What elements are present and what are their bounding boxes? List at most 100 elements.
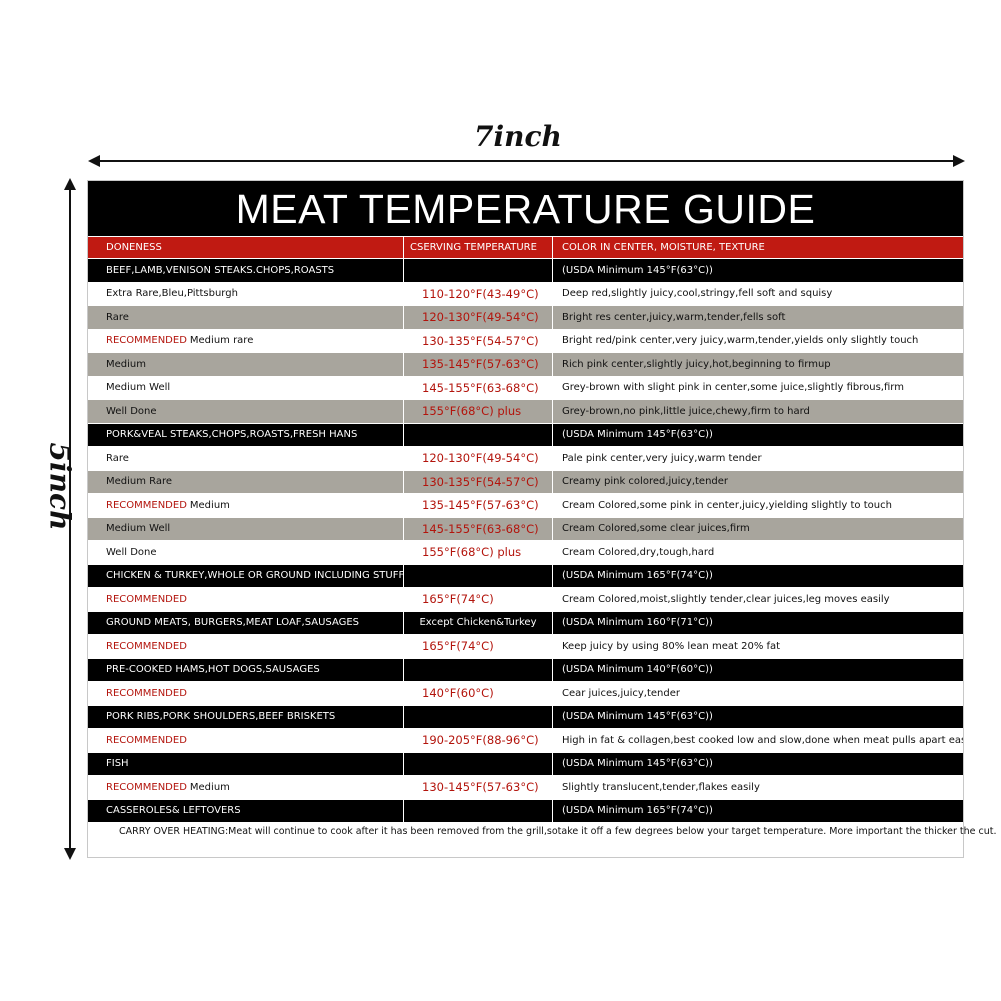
doneness-text: Medium	[106, 358, 146, 370]
doneness-text: PORK&VEAL STEAKS,CHOPS,ROASTS,FRESH HANS	[106, 429, 358, 441]
doneness-text: Medium Rare	[106, 476, 173, 488]
doneness-cell: Medium	[88, 353, 404, 376]
category-name: FISH	[88, 752, 404, 775]
description-cell: Rich pink center,slightly juicy,hot,begi…	[553, 353, 963, 376]
serving-temperature-cell	[404, 658, 553, 681]
description-cell: Slightly translucent,tender,flakes easil…	[553, 776, 963, 799]
category-row: CHICKEN & TURKEY,WHOLE OR GROUND INCLUDI…	[88, 564, 963, 588]
table-row: Medium Rare 130-135°F(54-57°C) Creamy pink…	[88, 470, 963, 494]
description-cell: Creamy pink colored,juicy,tender	[553, 470, 963, 493]
serving-temperature-cell: 165°F(74°C)	[404, 588, 553, 611]
serving-temperature-cell: 145-155°F(63-68°C)	[404, 517, 553, 540]
category-name: PORK RIBS,PORK SHOULDERS,BEEF BRISKETS	[88, 705, 404, 728]
serving-temperature-cell: 135-145°F(57-63°C)	[404, 353, 553, 376]
usda-minimum-cell: (USDA Minimum 165°F(74°C))	[553, 799, 963, 822]
serving-temperature-cell: 135-145°F(57-63°C)	[404, 494, 553, 517]
serving-temperature-cell	[404, 423, 553, 446]
description-cell: Keep juicy by using 80% lean meat 20% fa…	[553, 635, 963, 658]
width-arrow-line	[92, 160, 960, 162]
width-dimension-label: 7inch	[474, 120, 562, 153]
serving-temperature-cell: 130-145°F(57-63°C)	[404, 776, 553, 799]
usda-minimum-cell: (USDA Minimum 145°F(63°C))	[553, 752, 963, 775]
category-name: BEEF,LAMB,VENISON STEAKS.CHOPS,ROASTS	[88, 259, 404, 282]
serving-temperature-cell: 165°F(74°C)	[404, 635, 553, 658]
doneness-text: PORK RIBS,PORK SHOULDERS,BEEF BRISKETS	[106, 711, 336, 723]
doneness-text: FISH	[106, 758, 129, 770]
doneness-text: Medium	[189, 499, 230, 511]
description-cell: Cream Colored,moist,slightly tender,clea…	[553, 588, 963, 611]
category-row: FISH (USDA Minimum 145°F(63°C))	[88, 752, 963, 776]
usda-minimum-cell: (USDA Minimum 160°F(71°C))	[553, 611, 963, 634]
serving-temperature-cell: 140°F(60°C)	[404, 682, 553, 705]
description-cell: Cream Colored,some pink in center,juicy,…	[553, 494, 963, 517]
category-name: PRE-COOKED HAMS,HOT DOGS,SAUSAGES	[88, 658, 404, 681]
recommended-label: RECOMMENDED	[106, 593, 187, 605]
table-row: Medium 135-145°F(57-63°C) Rich pink center…	[88, 353, 963, 377]
temperature-guide-card: MEAT TEMPERATURE GUIDE DONENESS CSERVING…	[87, 180, 997, 858]
table-row: Rare 120-130°F(49-54°C) Pale pink center,v…	[88, 447, 963, 471]
table-row: RECOMMENDED 140°F(60°C) Cear juices,juicy,…	[88, 682, 963, 706]
doneness-cell: RECOMMENDED	[88, 588, 404, 611]
serving-temperature-cell: 155°F(68°C) plus	[404, 541, 553, 564]
serving-temperature-cell: 190-205°F(88-96°C)	[404, 729, 553, 752]
serving-temperature-cell: Except Chicken&Turkey	[404, 611, 553, 634]
table-row: Medium Well 145-155°F(63-68°C) Cream Color…	[88, 517, 963, 541]
doneness-text: Well Done	[106, 405, 157, 417]
recommended-label: RECOMMENDED	[106, 687, 187, 699]
recommended-label: RECOMMENDED	[106, 499, 187, 511]
description-cell: Grey-brown with slight pink in center,so…	[553, 376, 963, 399]
guide-title: MEAT TEMPERATURE GUIDE	[88, 181, 963, 236]
recommended-label: RECOMMENDED	[106, 335, 187, 347]
table-row: RECOMMENDED 190-205°F(88-96°C) High in fat…	[88, 729, 963, 753]
category-row: CASSEROLES& LEFTOVERS (USDA Minimum 165°F…	[88, 799, 963, 823]
doneness-cell: RECOMMENDED Medium	[88, 494, 404, 517]
doneness-cell: Rare	[88, 306, 404, 329]
description-cell: Pale pink center,very juicy,warm tender	[553, 447, 963, 470]
doneness-text: Rare	[106, 452, 129, 464]
category-name: CASSEROLES& LEFTOVERS	[88, 799, 404, 822]
table-row: Rare 120-130°F(49-54°C) Bright res center,…	[88, 306, 963, 330]
category-name: GROUND MEATS, BURGERS,MEAT LOAF,SAUSAGES	[88, 611, 404, 634]
carry-over-note: CARRY OVER HEATING:Meat will continue to…	[119, 826, 997, 837]
arrow-up-icon	[64, 178, 76, 190]
doneness-text: Well Done	[106, 546, 157, 558]
serving-temperature-cell: 120-130°F(49-54°C)	[404, 306, 553, 329]
serving-temperature-cell	[404, 564, 553, 587]
doneness-cell: RECOMMENDED	[88, 635, 404, 658]
doneness-cell: RECOMMENDED	[88, 729, 404, 752]
table-row: RECOMMENDED Medium 130-145°F(57-63°C) Sligh…	[88, 776, 963, 800]
doneness-text: Extra Rare,Bleu,Pittsburgh	[106, 288, 238, 300]
category-row: PRE-COOKED HAMS,HOT DOGS,SAUSAGES (USDA M…	[88, 658, 963, 682]
doneness-cell: Rare	[88, 447, 404, 470]
doneness-cell: Medium Rare	[88, 470, 404, 493]
category-row: GROUND MEATS, BURGERS,MEAT LOAF,SAUSAGES…	[88, 611, 963, 635]
doneness-cell: Medium Well	[88, 517, 404, 540]
guide-table: DONENESS CSERVING TEMPERATURE COLOR IN C…	[88, 237, 963, 823]
serving-temperature-cell: 130-135°F(54-57°C)	[404, 329, 553, 352]
serving-temperature-cell: 120-130°F(49-54°C)	[404, 447, 553, 470]
description-cell: Deep red,slightly juicy,cool,stringy,fel…	[553, 282, 963, 305]
serving-temperature-cell: 155°F(68°C) plus	[404, 400, 553, 423]
description-cell: Cream Colored,some clear juices,firm	[553, 517, 963, 540]
serving-temperature-cell	[404, 752, 553, 775]
doneness-text: Rare	[106, 311, 129, 323]
usda-minimum-cell: (USDA Minimum 145°F(63°C))	[553, 259, 963, 282]
description-cell: Grey-brown,no pink,little juice,chewy,fi…	[553, 400, 963, 423]
category-row: PORK&VEAL STEAKS,CHOPS,ROASTS,FRESH HANS…	[88, 423, 963, 447]
recommended-label: RECOMMENDED	[106, 734, 187, 746]
serving-temperature-cell: 130-135°F(54-57°C)	[404, 470, 553, 493]
header-doneness: DONENESS	[88, 237, 404, 258]
doneness-text: Medium rare	[189, 335, 254, 347]
doneness-text: BEEF,LAMB,VENISON STEAKS.CHOPS,ROASTS	[106, 264, 335, 276]
usda-minimum-cell: (USDA Minimum 165°F(74°C))	[553, 564, 963, 587]
doneness-cell: RECOMMENDED Medium rare	[88, 329, 404, 352]
category-name: PORK&VEAL STEAKS,CHOPS,ROASTS,FRESH HANS	[88, 423, 404, 446]
doneness-text: Medium Well	[106, 523, 171, 535]
description-cell: Cream Colored,dry,tough,hard	[553, 541, 963, 564]
usda-minimum-cell: (USDA Minimum 145°F(63°C))	[553, 705, 963, 728]
table-row: RECOMMENDED 165°F(74°C) Keep juicy by usin…	[88, 635, 963, 659]
description-cell: Bright red/pink center,very juicy,warm,t…	[553, 329, 963, 352]
header-color-texture: COLOR IN CENTER, MOISTURE, TEXTURE	[553, 237, 963, 258]
doneness-text: Medium Well	[106, 382, 171, 394]
recommended-label: RECOMMENDED	[106, 781, 187, 793]
